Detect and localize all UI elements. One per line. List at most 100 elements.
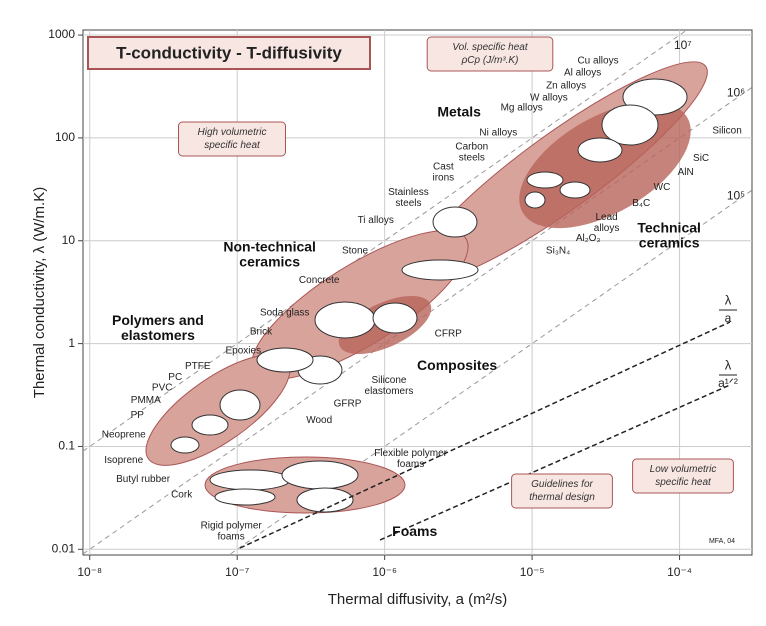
bubble bbox=[559, 181, 591, 199]
bubble bbox=[526, 171, 564, 189]
material-label: SiC bbox=[693, 153, 709, 164]
material-label: PVC bbox=[152, 383, 173, 394]
bubble bbox=[372, 302, 418, 334]
guide-label: a¹ᐟ² bbox=[718, 376, 738, 390]
x-tick-label: 10⁻⁴ bbox=[667, 565, 692, 579]
material-label: elastomers bbox=[365, 386, 414, 397]
material-label: Concrete bbox=[299, 275, 340, 286]
material-label: PC bbox=[168, 372, 182, 383]
annotation: High volumetric bbox=[198, 127, 267, 138]
family-label: Technical bbox=[637, 220, 701, 236]
contour-title-box bbox=[426, 36, 554, 72]
bubble bbox=[214, 488, 276, 506]
family-label: ceramics bbox=[639, 235, 700, 251]
material-label: Wood bbox=[306, 415, 332, 426]
material-label: W alloys bbox=[530, 93, 568, 104]
x-tick-label: 10⁻⁶ bbox=[372, 565, 397, 579]
y-tick-label: 10 bbox=[62, 233, 76, 247]
bubble bbox=[209, 469, 291, 491]
y-axis-label: Thermal conductivity, λ (W/m.K) bbox=[31, 187, 48, 398]
material-label: GFRP bbox=[334, 398, 362, 409]
family-label: Composites bbox=[417, 357, 497, 373]
bubble bbox=[601, 104, 659, 146]
family-label: Polymers and bbox=[112, 312, 204, 328]
material-label: steels bbox=[459, 153, 485, 164]
annotation: specific heat bbox=[204, 140, 261, 151]
overlay: 10⁷ 10⁶ 10⁵ T-conductivity - T-diffusivity V… bbox=[87, 36, 745, 545]
contour-title: ρCp (J/m³.K) bbox=[461, 55, 519, 66]
bubble bbox=[219, 389, 261, 421]
family-label: Non-technical bbox=[223, 239, 316, 255]
material-label: foams bbox=[397, 459, 424, 470]
bubble bbox=[191, 414, 229, 436]
annotation: MFA, 04 bbox=[709, 538, 735, 545]
material-label: PMMA bbox=[131, 395, 161, 406]
material-label: Silicone bbox=[371, 375, 406, 386]
y-tick-label: 1 bbox=[68, 336, 75, 350]
material-label: steels bbox=[395, 198, 421, 209]
annotation-box bbox=[511, 473, 613, 509]
bubble bbox=[281, 460, 359, 490]
x-axis-label: Thermal diffusivity, a (m²/s) bbox=[328, 591, 507, 608]
y-tick-label: 0.01 bbox=[52, 541, 76, 555]
guide-label: λ bbox=[725, 357, 732, 372]
contour-title: Vol. specific heat bbox=[452, 42, 528, 53]
material-label: alloys bbox=[594, 223, 620, 234]
material-label: Flexible polymer bbox=[374, 448, 447, 459]
contour-label: 10⁶ bbox=[727, 86, 745, 100]
material-label: Al alloys bbox=[564, 67, 601, 78]
material-label: Cu alloys bbox=[577, 56, 618, 67]
material-label: Epoxies bbox=[226, 345, 262, 356]
material-label: PP bbox=[131, 410, 145, 421]
material-label: Rigid polymer bbox=[201, 520, 263, 531]
material-label: foams bbox=[218, 531, 245, 542]
material-label: B₄C bbox=[632, 198, 650, 209]
annotation: specific heat bbox=[655, 477, 712, 488]
y-tick-label: 0.1 bbox=[58, 439, 75, 453]
material-label: Stone bbox=[342, 245, 369, 256]
material-label: Stainless bbox=[388, 187, 429, 198]
chart-title: T-conductivity - T-diffusivity bbox=[116, 43, 342, 62]
contour-line bbox=[228, 189, 752, 555]
material-label: Butyl rubber bbox=[116, 474, 171, 485]
family-label: Foams bbox=[392, 523, 437, 539]
material-label: Cork bbox=[171, 489, 193, 500]
material-label: Cast bbox=[433, 162, 454, 173]
x-tick-label: 10⁻⁷ bbox=[225, 565, 249, 579]
annotation: Low volumetric bbox=[650, 464, 717, 475]
material-label: Brick bbox=[250, 327, 273, 338]
bubble bbox=[401, 259, 479, 281]
annotation: Guidelines for bbox=[531, 479, 593, 490]
bubble bbox=[577, 137, 623, 163]
family-label: Metals bbox=[437, 104, 481, 120]
contour-line bbox=[83, 30, 688, 452]
contour-label: 10⁵ bbox=[727, 188, 745, 202]
bubble bbox=[314, 301, 376, 339]
y-tick-label: 100 bbox=[55, 130, 75, 144]
bubble bbox=[524, 191, 546, 209]
contour-label: 10⁷ bbox=[674, 38, 692, 52]
x-tick-label: 10⁻⁵ bbox=[520, 565, 545, 579]
family-label: ceramics bbox=[239, 254, 300, 270]
material-label: Mg alloys bbox=[501, 103, 543, 114]
material-label: Isoprene bbox=[104, 455, 143, 466]
annotation-box bbox=[178, 121, 286, 157]
material-bubbles bbox=[170, 78, 688, 513]
material-label: Lead bbox=[595, 212, 617, 223]
guide-label: a bbox=[725, 311, 732, 325]
material-label: Si₃N₄ bbox=[546, 245, 570, 256]
bubble bbox=[256, 347, 314, 373]
bubble bbox=[432, 206, 478, 238]
y-tick-label: 1000 bbox=[48, 27, 75, 41]
envelopes bbox=[145, 61, 731, 549]
material-label: AlN bbox=[678, 167, 694, 178]
bubble bbox=[170, 436, 200, 454]
material-label: Ni alloys bbox=[479, 127, 517, 138]
annotation-box bbox=[632, 458, 734, 494]
annotation: thermal design bbox=[529, 492, 595, 503]
material-label: Neoprene bbox=[102, 429, 146, 440]
material-label: Ti alloys bbox=[358, 215, 394, 226]
material-label: PTFE bbox=[185, 361, 211, 372]
title-box bbox=[87, 36, 371, 70]
